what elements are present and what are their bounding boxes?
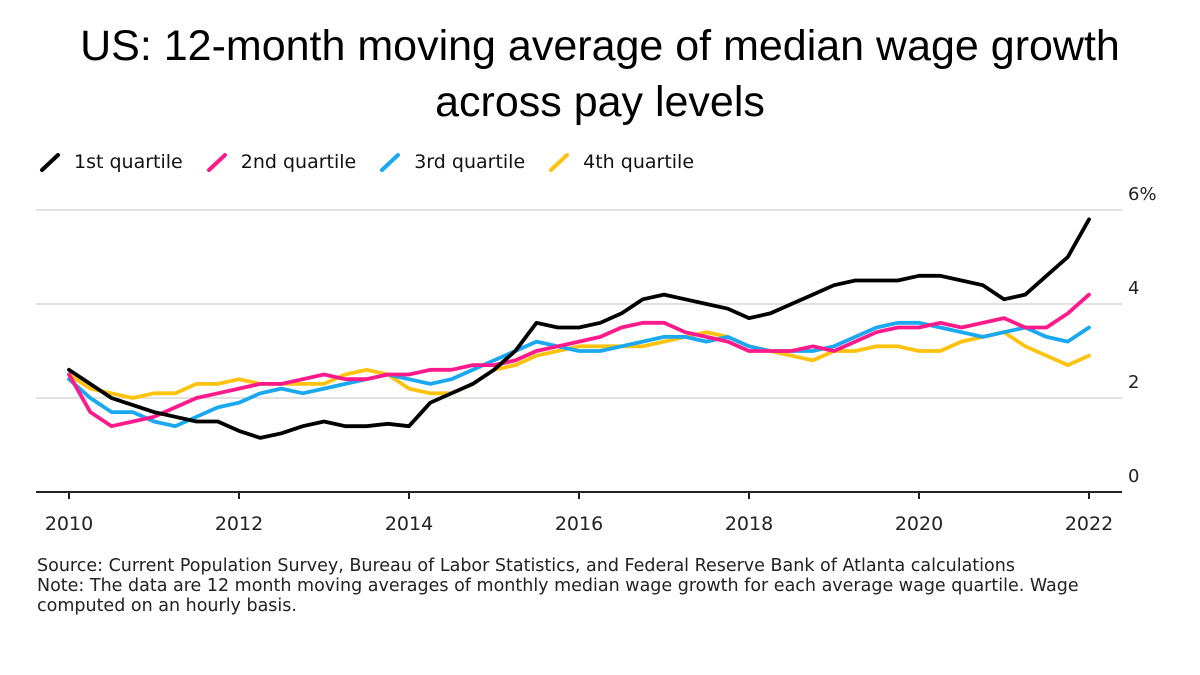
legend-swatch-mark bbox=[549, 153, 570, 172]
legend-item-1st-quartile: 1st quartile bbox=[38, 149, 183, 175]
legend-swatch-icon bbox=[380, 153, 401, 172]
legend-label: 1st quartile bbox=[74, 151, 183, 173]
x-tick-label-2010: 2010 bbox=[45, 513, 93, 535]
legend-item-4th-quartile: 4th quartile bbox=[547, 149, 694, 175]
chart-legend: 1st quartile 2nd quartile 3rd quartile 4th … bbox=[38, 148, 716, 176]
x-tick-label-2018: 2018 bbox=[725, 513, 773, 535]
legend-swatch-icon bbox=[40, 153, 60, 172]
chart-title-line-1: US: 12-month moving average of median wa… bbox=[80, 22, 1120, 70]
chart-title-line-2: across pay levels bbox=[435, 78, 765, 126]
y-tick-label-4: 4 bbox=[1128, 278, 1139, 299]
chart-title: US: 12-month moving average of median wa… bbox=[0, 18, 1200, 130]
series-line-2nd-quartile bbox=[67, 292, 1091, 429]
x-tick-label-2014: 2014 bbox=[385, 513, 433, 535]
y-tick-label-0: 0 bbox=[1128, 466, 1139, 487]
legend-item-2nd-quartile: 2nd quartile bbox=[205, 149, 356, 175]
x-tick-label-2020: 2020 bbox=[895, 513, 943, 535]
source-note: Source: Current Population Survey, Burea… bbox=[37, 556, 1015, 576]
legend-label: 4th quartile bbox=[583, 151, 695, 173]
x-tick-label-2016: 2016 bbox=[555, 513, 603, 535]
series-line-4th-quartile bbox=[67, 330, 1091, 400]
series-line-3rd-quartile bbox=[67, 320, 1091, 429]
legend-item-3rd-quartile: 3rd quartile bbox=[378, 149, 525, 175]
legend-label: 2nd quartile bbox=[240, 151, 357, 173]
series-line-1st-quartile bbox=[67, 217, 1091, 440]
legend-label: 3rd quartile bbox=[414, 151, 526, 173]
x-tick-label-2022: 2022 bbox=[1065, 513, 1113, 535]
chart-footnote: Source: Current Population Survey, Burea… bbox=[37, 556, 1167, 616]
axes bbox=[36, 491, 1122, 499]
gridlines bbox=[36, 209, 1122, 399]
y-tick-label-2: 2 bbox=[1128, 372, 1139, 393]
series-lines bbox=[67, 217, 1091, 440]
legend-swatch-mark bbox=[40, 153, 60, 172]
tick-labels: 0 2 4 6% 2010 2012 2014 2016 2018 2020 2022 bbox=[45, 184, 1157, 535]
data-note: Note: The data are 12 month moving avera… bbox=[37, 576, 1079, 616]
line-chart: 0 2 4 6% 2010 2012 2014 2016 2018 2020 2022 bbox=[36, 184, 1157, 535]
y-tick-label-6: 6% bbox=[1128, 184, 1157, 205]
legend-swatch-icon bbox=[549, 153, 570, 172]
legend-swatch-mark bbox=[380, 153, 401, 172]
legend-swatch-mark bbox=[206, 153, 227, 172]
legend-swatch-icon bbox=[206, 153, 227, 172]
x-tick-label-2012: 2012 bbox=[215, 513, 263, 535]
